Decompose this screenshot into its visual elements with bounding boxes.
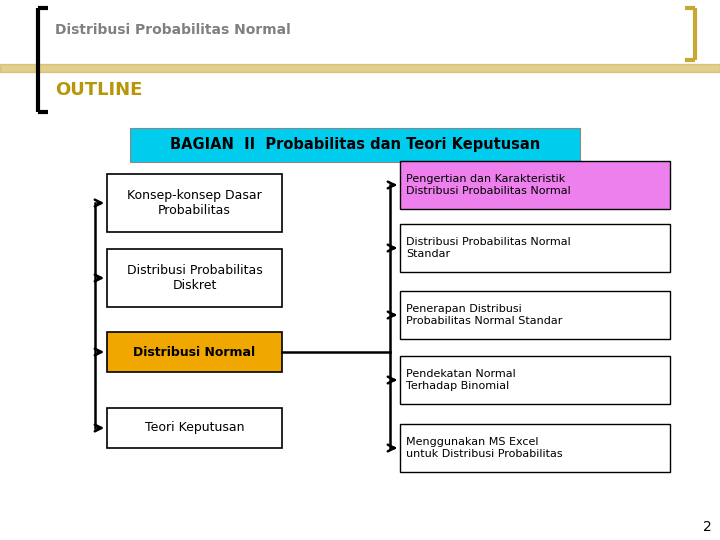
Bar — [107, 332, 282, 372]
Bar — [400, 291, 670, 339]
Text: Menggunakan MS Excel
untuk Distribusi Probabilitas: Menggunakan MS Excel untuk Distribusi Pr… — [406, 437, 562, 459]
Text: Distribusi Normal: Distribusi Normal — [133, 346, 256, 359]
Bar — [107, 249, 282, 307]
Text: Teori Keputusan: Teori Keputusan — [145, 422, 244, 435]
Text: Konsep-konsep Dasar
Probabilitas: Konsep-konsep Dasar Probabilitas — [127, 189, 262, 217]
Text: Pendekatan Normal
Terhadap Binomial: Pendekatan Normal Terhadap Binomial — [406, 369, 516, 391]
Text: Penerapan Distribusi
Probabilitas Normal Standar: Penerapan Distribusi Probabilitas Normal… — [406, 304, 562, 326]
Bar — [107, 174, 282, 232]
Bar — [107, 408, 282, 448]
Text: BAGIAN  II  Probabilitas dan Teori Keputusan: BAGIAN II Probabilitas dan Teori Keputus… — [170, 138, 540, 152]
Text: Distribusi Probabilitas Normal: Distribusi Probabilitas Normal — [55, 23, 291, 37]
Text: Pengertian dan Karakteristik
Distribusi Probabilitas Normal: Pengertian dan Karakteristik Distribusi … — [406, 174, 571, 196]
Bar — [400, 224, 670, 272]
Text: Distribusi Probabilitas Normal
Standar: Distribusi Probabilitas Normal Standar — [406, 237, 571, 259]
Bar — [400, 356, 670, 404]
Bar — [400, 161, 670, 209]
Text: OUTLINE: OUTLINE — [55, 81, 143, 99]
Bar — [130, 128, 580, 162]
Text: 2: 2 — [703, 520, 712, 534]
Bar — [400, 424, 670, 472]
Text: Distribusi Probabilitas
Diskret: Distribusi Probabilitas Diskret — [127, 264, 262, 292]
